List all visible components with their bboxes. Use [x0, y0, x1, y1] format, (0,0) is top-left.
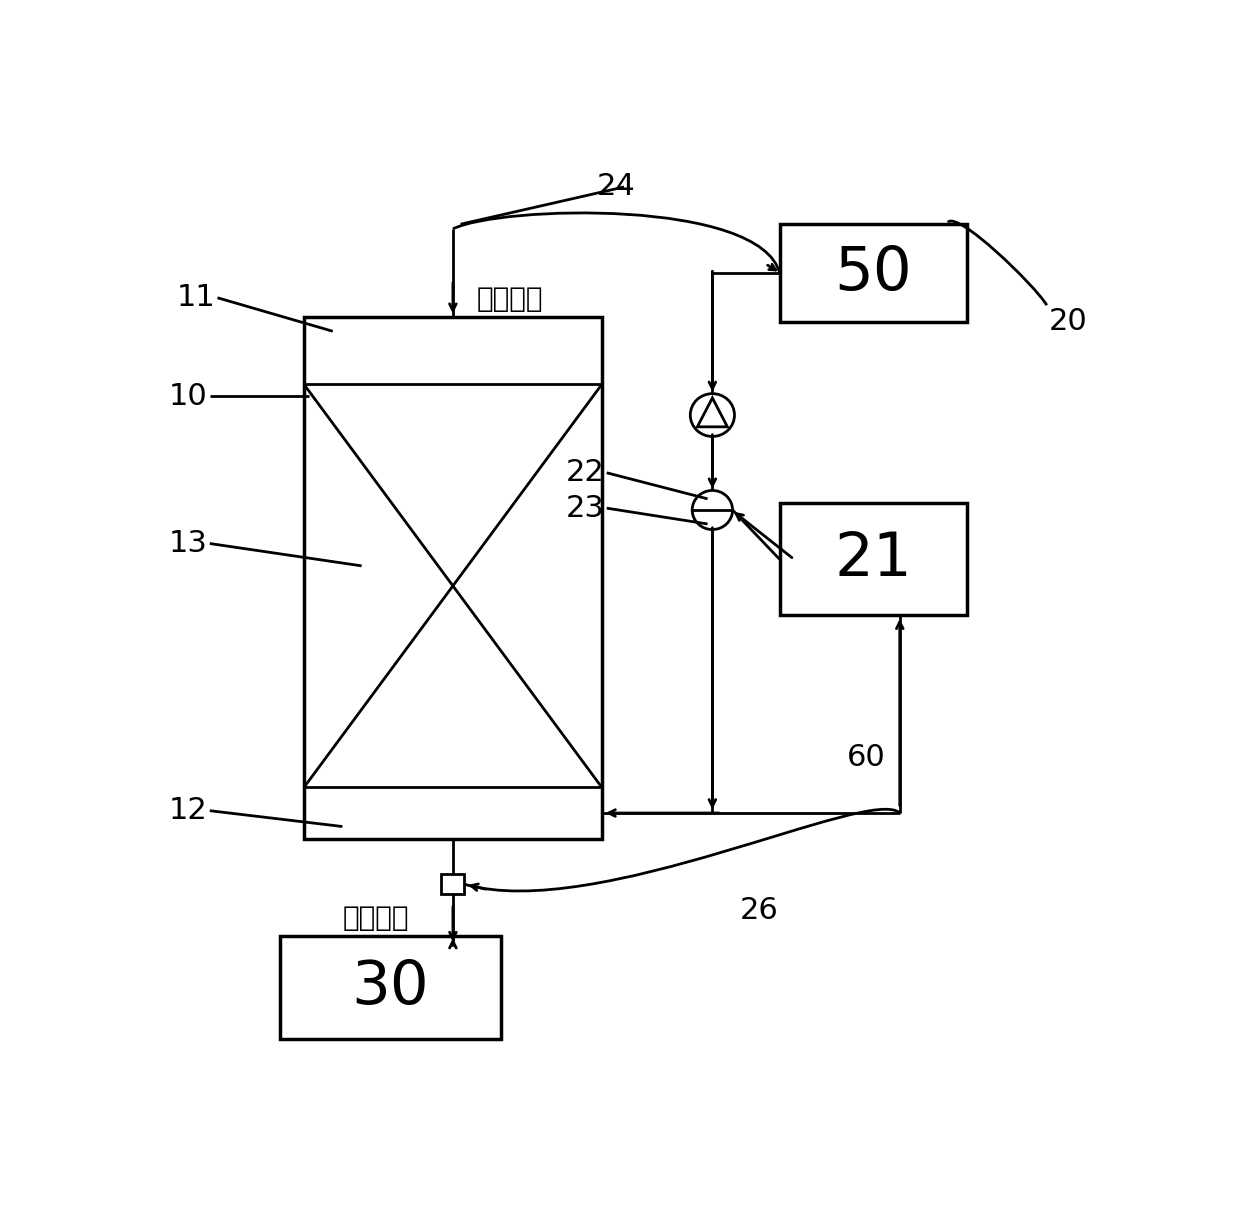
Text: 60: 60 — [847, 744, 885, 773]
Bar — [780, 503, 967, 615]
Text: 26: 26 — [739, 896, 777, 925]
Text: 50: 50 — [835, 243, 913, 302]
Text: 13: 13 — [169, 530, 208, 559]
Text: 锅炉烟气: 锅炉烟气 — [477, 284, 543, 313]
Text: 21: 21 — [835, 530, 913, 589]
Text: 22: 22 — [565, 458, 605, 487]
Bar — [441, 874, 465, 895]
Text: 24: 24 — [596, 173, 636, 202]
Text: 30: 30 — [352, 958, 429, 1017]
Bar — [280, 936, 501, 1039]
Text: 12: 12 — [169, 797, 208, 826]
Bar — [780, 224, 967, 322]
Text: 10: 10 — [169, 382, 208, 411]
Text: 23: 23 — [565, 493, 605, 522]
Text: 20: 20 — [1049, 307, 1087, 336]
Text: 锅炉烟气: 锅炉烟气 — [342, 904, 409, 932]
Bar — [304, 317, 601, 839]
Text: 11: 11 — [177, 283, 216, 312]
